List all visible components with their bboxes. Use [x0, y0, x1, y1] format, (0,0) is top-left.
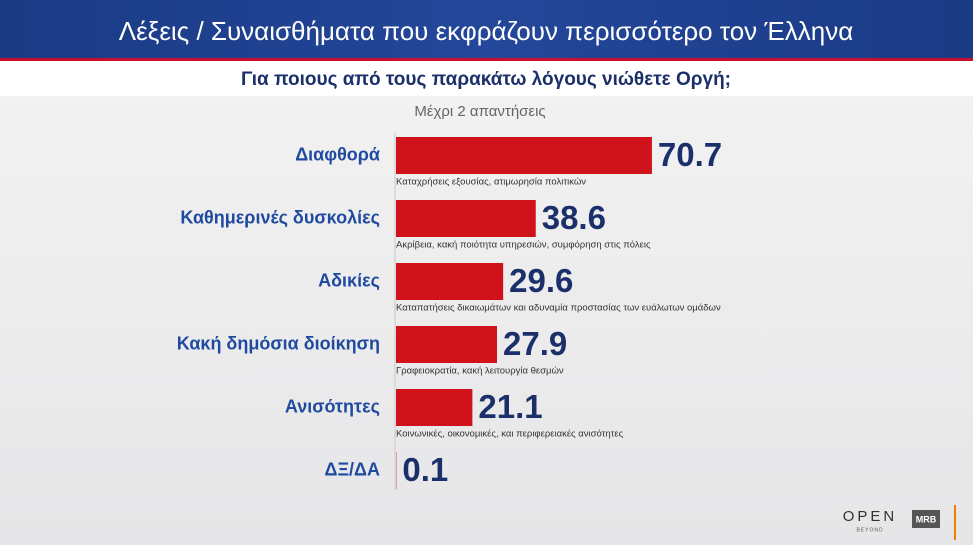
subtitle-strip	[0, 61, 973, 96]
title-banner	[0, 0, 973, 58]
value-label: 27.9	[503, 325, 567, 362]
value-label: 29.6	[509, 262, 573, 299]
pollster-logo-box	[912, 510, 940, 528]
value-label: 38.6	[542, 199, 606, 236]
pollster-logo: MRB	[916, 514, 937, 524]
value-label: 0.1	[402, 451, 448, 488]
chart-subtitle: Για ποιους από τους παρακάτω λόγους νιώθ…	[241, 69, 731, 90]
bar	[396, 200, 536, 237]
bar	[396, 263, 504, 300]
bar	[396, 137, 652, 174]
category-label: Κακή δημόσια διοίκηση	[177, 333, 380, 353]
category-label: Διαφθορά	[295, 144, 380, 164]
category-description: Καταχρήσεις εξουσίας, ατιμωρησία πολιτικ…	[396, 177, 586, 188]
banner-stripe	[0, 58, 973, 61]
category-description: Καταπατήσεις δικαιωμάτων και αδυναμία πρ…	[396, 303, 721, 314]
chart-note: Μέχρι 2 απαντήσεις	[414, 103, 545, 120]
channel-logo: OPEN	[843, 508, 898, 525]
category-label: Καθημερινές δυσκολίες	[180, 207, 380, 227]
channel-tagline: BEYOND	[856, 527, 883, 533]
bar	[396, 389, 473, 426]
category-description: Κοινωνικές, οικονομικές, και περιφερειακ…	[396, 429, 624, 440]
value-label: 70.7	[658, 136, 722, 173]
category-description: Γραφειοκρατία, κακή λειτουργία θεσμών	[396, 366, 564, 377]
value-label: 21.1	[478, 388, 542, 425]
category-description: Ακρίβεια, κακή ποιότητα υπηρεσιών, συμφό…	[396, 240, 651, 251]
chart-title: Λέξεις / Συναισθήματα που εκφράζουν περι…	[119, 16, 854, 46]
category-label: Αδικίες	[318, 270, 380, 290]
category-label: ΔΞ/ΔΑ	[325, 459, 380, 479]
category-label: Ανισότητες	[285, 396, 380, 416]
bar	[396, 326, 497, 363]
